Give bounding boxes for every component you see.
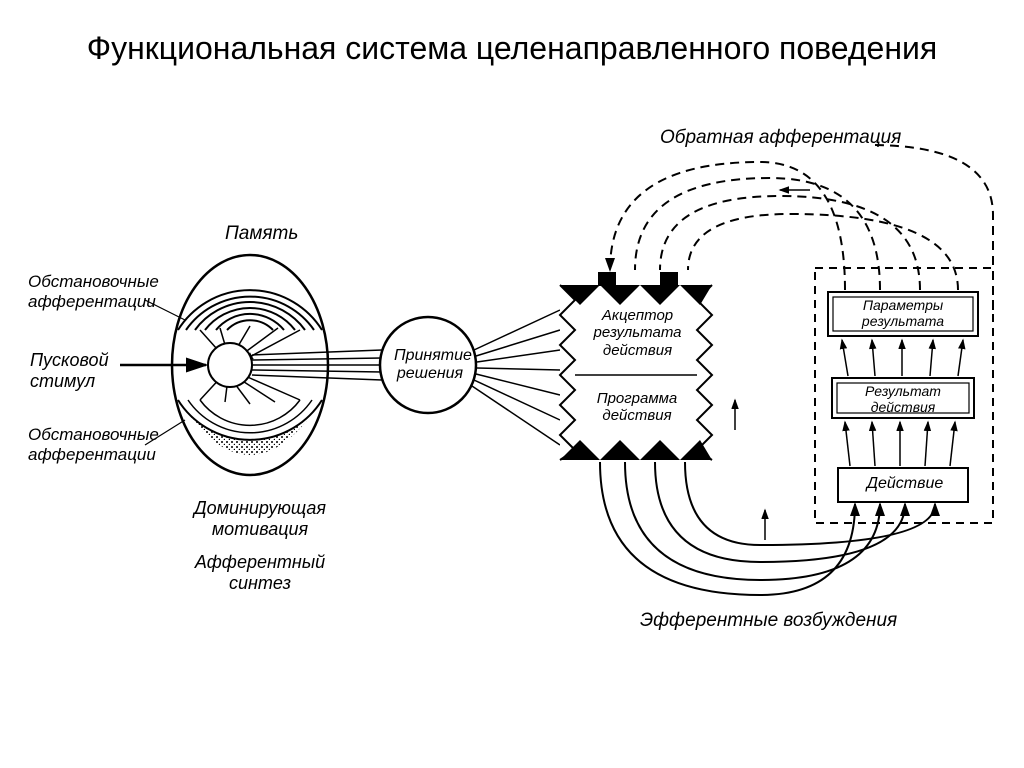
diagram-canvas: Функциональная система целенаправленного… <box>0 0 1024 768</box>
label-dominant: Доминирующая мотивация <box>175 498 345 539</box>
label-decision: Принятие решения <box>394 347 466 384</box>
label-program: Программа действия <box>582 390 692 425</box>
label-result: Результат действия <box>842 383 964 415</box>
label-feedback: Обратная афферентация <box>660 127 901 149</box>
label-env-aff-bottom: Обстановочные афферентации <box>28 425 158 464</box>
label-acceptor: Акцептор результата действия <box>580 307 695 359</box>
label-aff-synth: Афферентный синтез <box>190 552 330 593</box>
label-env-aff-top: Обстановочные афферентации <box>28 272 158 311</box>
label-trigger: Пусковой стимул <box>30 350 130 391</box>
label-memory: Память <box>225 223 298 245</box>
label-params: Параметры результата <box>838 297 968 329</box>
label-action: Действие <box>855 475 955 493</box>
acceptor-program-block <box>560 272 712 460</box>
label-efferent: Эфферентные возбуждения <box>640 610 897 632</box>
